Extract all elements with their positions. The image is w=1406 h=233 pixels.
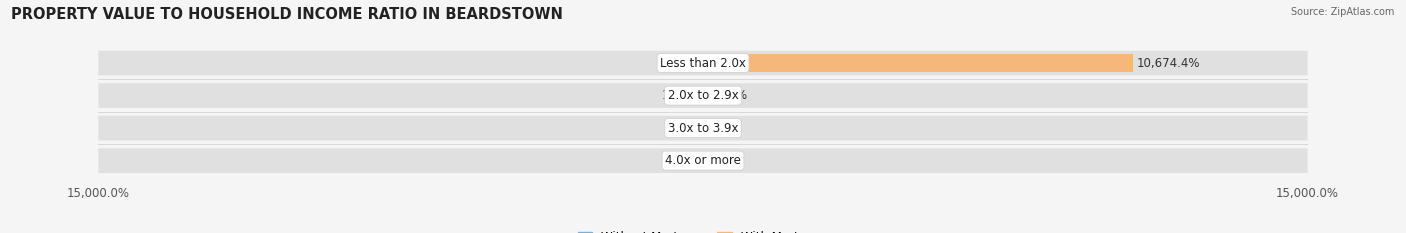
- FancyBboxPatch shape: [98, 148, 1308, 173]
- Text: Less than 2.0x: Less than 2.0x: [659, 57, 747, 70]
- Text: 2.0x to 2.9x: 2.0x to 2.9x: [668, 89, 738, 102]
- Legend: Without Mortgage, With Mortgage: Without Mortgage, With Mortgage: [574, 226, 832, 233]
- Bar: [700, 54, 703, 72]
- FancyBboxPatch shape: [98, 116, 1308, 140]
- FancyBboxPatch shape: [98, 83, 1308, 108]
- Text: 0.98%: 0.98%: [707, 154, 744, 167]
- Text: 14.8%: 14.8%: [662, 89, 699, 102]
- Text: 8.2%: 8.2%: [707, 122, 737, 135]
- Text: 66.1%: 66.1%: [659, 57, 697, 70]
- Text: 3.1%: 3.1%: [669, 122, 699, 135]
- Bar: [703, 54, 1133, 72]
- Text: 4.0x or more: 4.0x or more: [665, 154, 741, 167]
- Text: PROPERTY VALUE TO HOUSEHOLD INCOME RATIO IN BEARDSTOWN: PROPERTY VALUE TO HOUSEHOLD INCOME RATIO…: [11, 7, 564, 22]
- Bar: [703, 87, 706, 105]
- Text: 16.0%: 16.0%: [661, 154, 699, 167]
- FancyBboxPatch shape: [98, 51, 1308, 75]
- Text: Source: ZipAtlas.com: Source: ZipAtlas.com: [1291, 7, 1395, 17]
- Text: 83.2%: 83.2%: [710, 89, 747, 102]
- Text: 10,674.4%: 10,674.4%: [1137, 57, 1201, 70]
- Text: 3.0x to 3.9x: 3.0x to 3.9x: [668, 122, 738, 135]
